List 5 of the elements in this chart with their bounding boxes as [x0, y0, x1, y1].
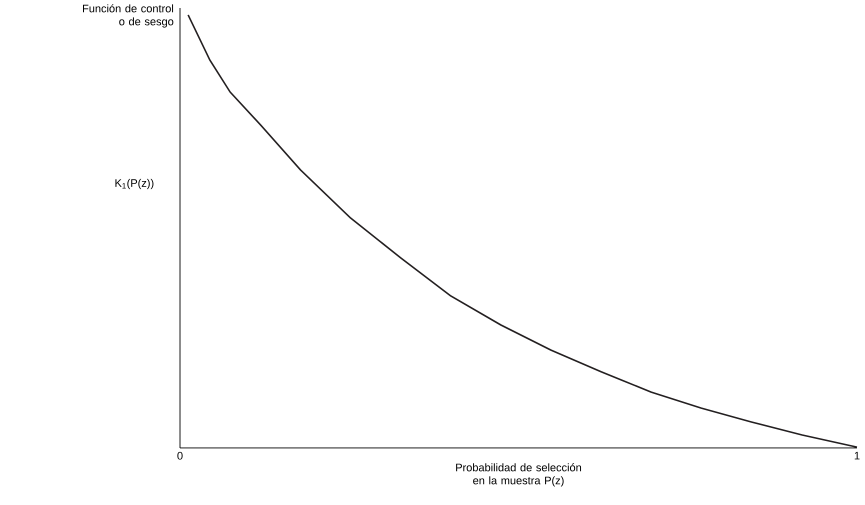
x-axis-title: Probabilidad de selección en la muestra P(z) — [456, 463, 582, 487]
y-axis-title: Función de control o de sesgo — [83, 4, 174, 28]
x-tick-label: 1 — [854, 452, 860, 460]
x-tick-label: 0 — [177, 452, 183, 460]
text: K$_{1}$(P(z)) — [115, 178, 154, 190]
